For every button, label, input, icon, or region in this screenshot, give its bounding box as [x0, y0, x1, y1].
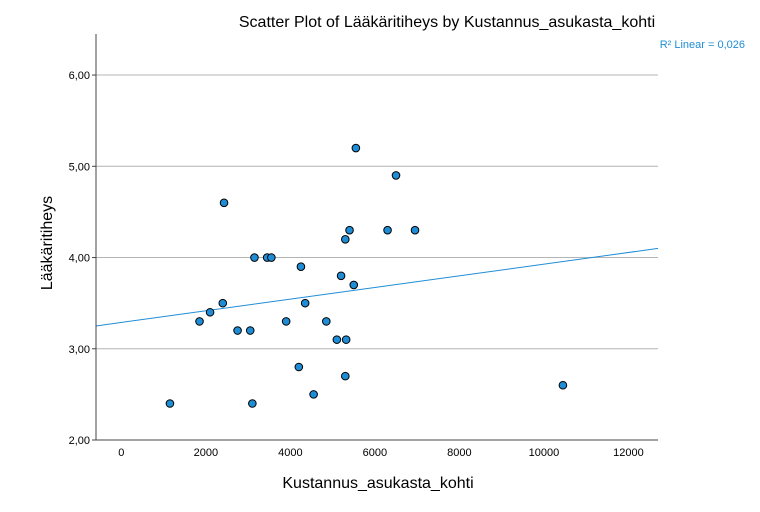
- data-point: [341, 234, 350, 244]
- data-point: [281, 317, 291, 326]
- data-point: [321, 317, 331, 326]
- data-point: [341, 335, 351, 344]
- data-points: [165, 143, 568, 408]
- data-point: [341, 371, 350, 381]
- x-tick-label: 2000: [194, 447, 218, 459]
- data-point: [248, 399, 257, 408]
- data-point: [267, 253, 276, 262]
- data-point: [195, 317, 204, 326]
- data-point: [218, 298, 228, 308]
- data-point: [245, 326, 255, 335]
- x-tick-label: 10000: [529, 447, 560, 459]
- data-point: [349, 280, 359, 290]
- data-point: [294, 362, 304, 372]
- data-point: [233, 326, 242, 335]
- x-tick-label: 0: [118, 447, 124, 459]
- y-tick-label: 5,00: [69, 161, 90, 173]
- axes: 2,00 3,00 4,00 5,00 6,00 0 2000 4000 6000 8000 100…: [69, 34, 658, 459]
- data-point: [332, 335, 342, 344]
- x-tick-label: 12000: [613, 447, 644, 459]
- x-axis-label: Kustannus_asukasta_kohti: [282, 475, 473, 492]
- data-point: [383, 225, 392, 235]
- x-tick-label: 4000: [278, 447, 302, 459]
- x-tick-label: 8000: [447, 447, 471, 459]
- data-point: [300, 298, 310, 308]
- y-tick-label: 2,00: [69, 435, 90, 447]
- fit-line-label: R² Linear = 0,026: [660, 39, 745, 51]
- x-tick-label: 6000: [363, 447, 387, 459]
- data-point: [165, 399, 175, 408]
- chart-title: Scatter Plot of Lääkäritiheys by Kustann…: [239, 14, 655, 31]
- data-point: [309, 390, 318, 399]
- data-point: [296, 262, 306, 271]
- fit-line-layer: [95, 247, 659, 327]
- data-point: [219, 198, 229, 208]
- data-point: [345, 225, 354, 235]
- y-tick-label: 6,00: [69, 70, 90, 82]
- data-point: [410, 225, 420, 235]
- y-tick-label: 4,00: [69, 253, 90, 265]
- data-point: [391, 171, 401, 180]
- data-point: [205, 307, 215, 317]
- data-point: [351, 143, 361, 153]
- gridlines: [96, 74, 658, 350]
- fit-line: [95, 247, 659, 327]
- data-point: [250, 253, 259, 262]
- y-axis-label: Lääkäritiheys: [39, 196, 56, 290]
- y-tick-label: 3,00: [69, 344, 90, 356]
- data-point: [558, 380, 568, 390]
- data-point: [336, 271, 346, 281]
